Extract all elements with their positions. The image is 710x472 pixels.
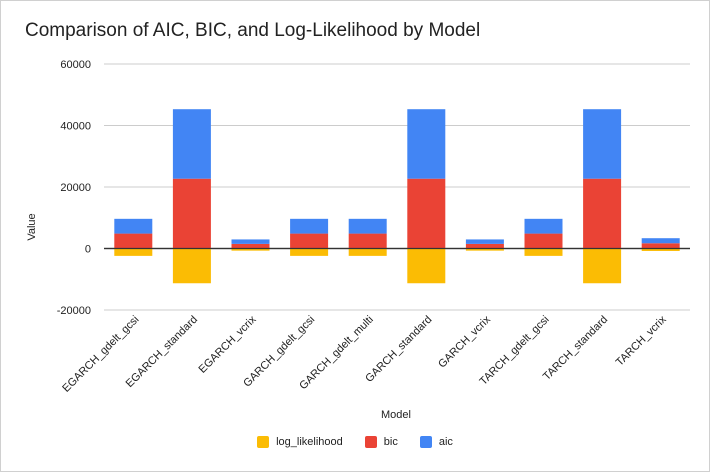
bar-bic [524, 233, 563, 249]
y-tick-label: 40000 [60, 121, 91, 133]
bar-log-likelihood [407, 248, 446, 284]
bar-bic [641, 243, 680, 249]
bar-aic [465, 239, 504, 244]
legend-item-aic: aic [419, 436, 453, 448]
bar-aic [348, 218, 387, 234]
legend-swatch-aic [419, 436, 432, 448]
x-tick-label: EGARCH_vcrix [197, 313, 259, 375]
bar-log-likelihood [114, 248, 153, 256]
bar-log-likelihood [641, 248, 680, 251]
bar-aic [231, 239, 270, 244]
bar-aic [583, 109, 622, 179]
x-tick-label: TARCH_standard [541, 314, 610, 383]
bar-log-likelihood [172, 248, 211, 284]
bar-aic [290, 218, 329, 234]
bar-bic [407, 178, 446, 249]
bar-aic [407, 109, 446, 179]
y-axis-label: Value [26, 213, 38, 240]
bar-bic [465, 243, 504, 249]
bar-bic [348, 233, 387, 249]
x-tick-label: GARCH_standard [363, 314, 434, 385]
bar-log-likelihood [231, 248, 270, 251]
y-tick-label: -20000 [57, 305, 91, 317]
bar-bic [114, 233, 153, 249]
bar-aic [524, 218, 563, 234]
x-tick-label: TARCH_vcrix [614, 313, 669, 368]
bar-aic [114, 218, 153, 234]
y-tick-label: 20000 [60, 182, 91, 194]
bar-aic [172, 109, 211, 179]
legend-label-log-likelihood: log_likelihood [276, 436, 343, 448]
bar-aic [641, 238, 680, 244]
x-tick-label: GARCH_vcrix [436, 313, 493, 370]
y-tick-label: 60000 [60, 59, 91, 71]
legend-swatch-bic [364, 436, 377, 448]
legend-label-bic: bic [383, 436, 398, 448]
legend-label-aic: aic [438, 436, 453, 448]
bar-bic [231, 243, 270, 249]
x-axis-label: Model [381, 409, 411, 421]
legend-item-bic: bic [364, 436, 398, 448]
bar-log-likelihood [290, 248, 329, 256]
chart-legend: log_likelihood bic aic [0, 436, 710, 448]
bar-log-likelihood [348, 248, 387, 256]
y-tick-label: 0 [85, 244, 91, 256]
bar-log-likelihood [465, 248, 504, 251]
chart-title: Comparison of AIC, BIC, and Log-Likeliho… [25, 20, 481, 41]
legend-swatch-log-likelihood [257, 436, 270, 448]
bar-bic [583, 178, 622, 249]
bar-log-likelihood [524, 248, 563, 256]
bar-log-likelihood [583, 248, 622, 284]
legend-item-log-likelihood: log_likelihood [257, 436, 343, 448]
bar-bic [172, 178, 211, 249]
bar-bic [290, 233, 329, 249]
